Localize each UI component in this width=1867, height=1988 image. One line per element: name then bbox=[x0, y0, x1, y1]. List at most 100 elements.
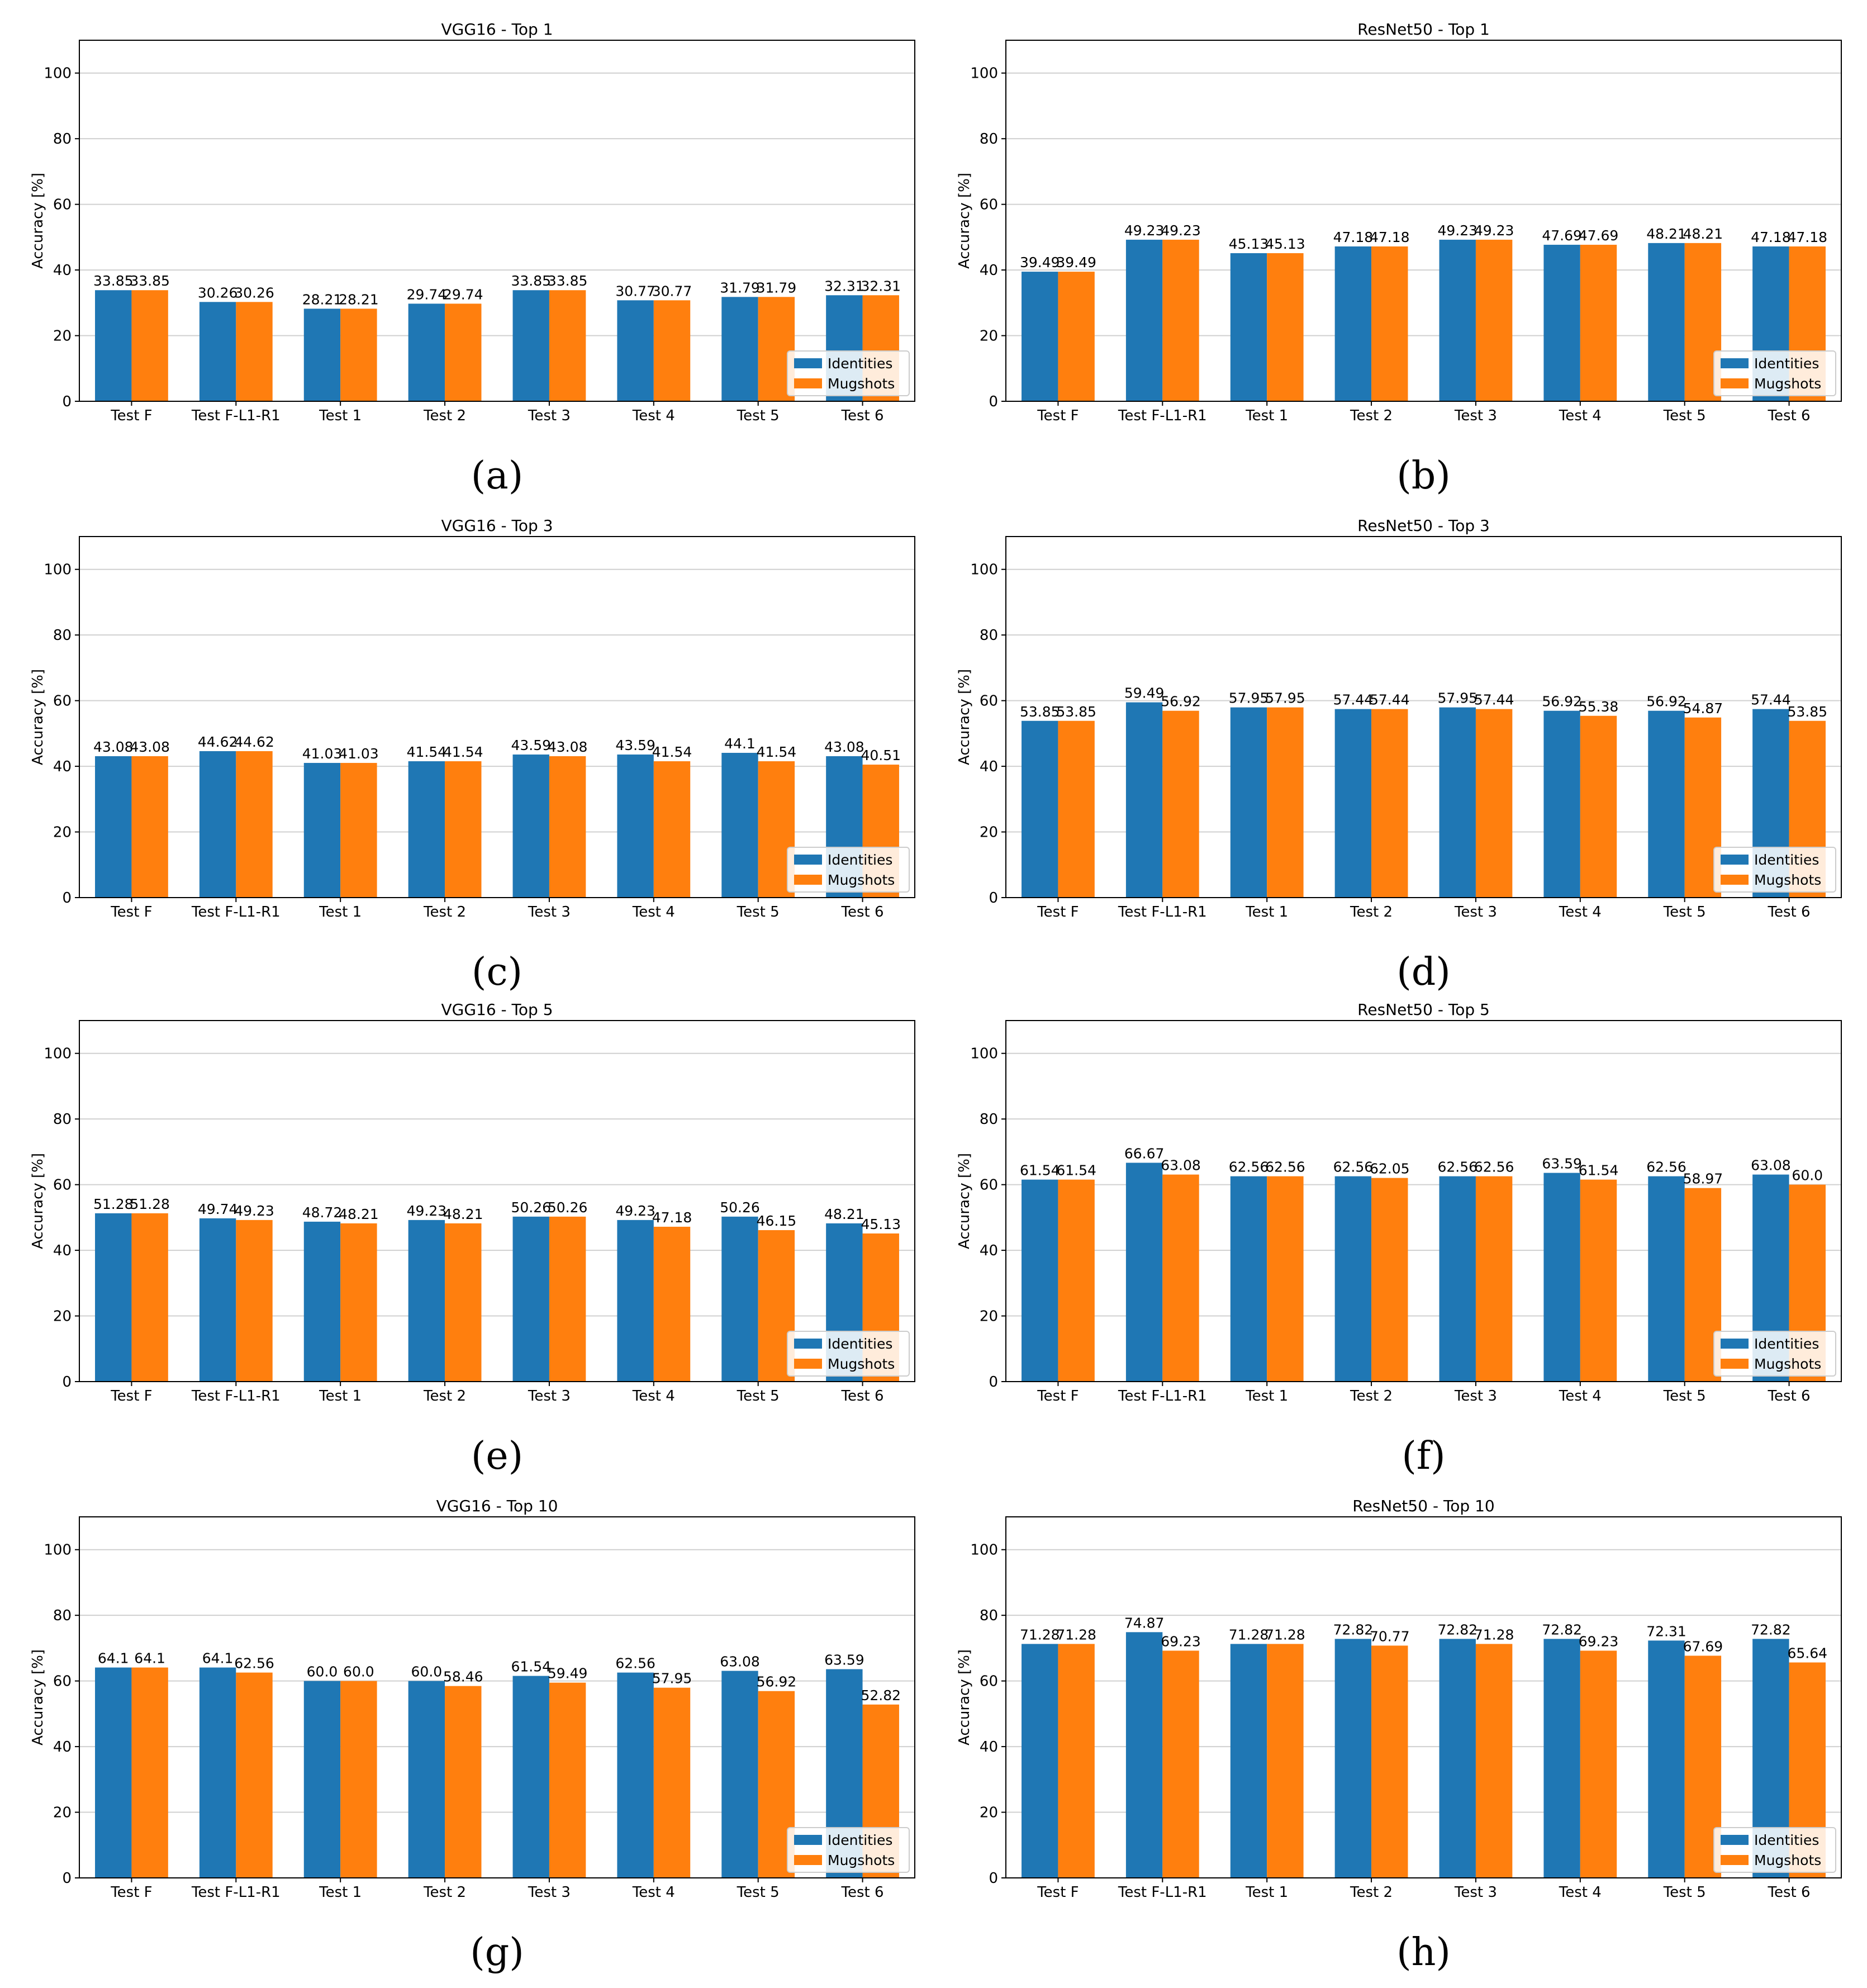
value-label: 66.67 bbox=[1124, 1145, 1165, 1161]
bar-mugshots bbox=[131, 756, 168, 898]
value-label: 49.23 bbox=[234, 1203, 274, 1219]
bar-identities bbox=[1543, 710, 1580, 898]
plot-frame bbox=[1005, 1516, 1842, 1878]
legend: Identities Mugshots bbox=[787, 1331, 910, 1377]
y-tick-label: 20 bbox=[53, 1308, 72, 1325]
y-tick-label: 20 bbox=[980, 1805, 998, 1821]
value-label: 59.49 bbox=[548, 1666, 588, 1682]
y-tick-label: 0 bbox=[62, 1870, 72, 1887]
bar-mugshots bbox=[236, 1672, 273, 1878]
bar-identities bbox=[721, 297, 758, 401]
bar-mugshots bbox=[445, 1223, 482, 1382]
value-label: 49.23 bbox=[615, 1203, 655, 1219]
x-tick-label: Test 5 bbox=[1663, 1388, 1706, 1405]
value-label: 74.87 bbox=[1124, 1615, 1165, 1631]
bar-mugshots bbox=[653, 1226, 691, 1382]
bar-identities bbox=[1334, 1639, 1372, 1878]
value-label: 43.08 bbox=[824, 739, 864, 755]
legend-swatch-mugshots bbox=[1721, 1359, 1749, 1369]
x-tick-label: Test 5 bbox=[737, 1388, 780, 1405]
y-tick-label: 100 bbox=[44, 65, 72, 82]
bar-identities bbox=[199, 1667, 236, 1878]
x-tick-label: Test 3 bbox=[528, 1884, 571, 1901]
y-tick-label: 40 bbox=[980, 1242, 998, 1259]
chart-panel-a: 33.85 30.26 28.21 29.74 33.85 30.77 31.79 32.31… bbox=[30, 20, 915, 498]
value-label: 54.87 bbox=[1683, 700, 1723, 717]
value-label: 50.26 bbox=[511, 1199, 551, 1216]
bar-identities bbox=[303, 1681, 341, 1878]
bar-identities bbox=[721, 753, 758, 898]
value-label: 47.18 bbox=[1333, 229, 1374, 245]
panel-caption: (d) bbox=[1396, 950, 1451, 994]
bar-identities bbox=[617, 1672, 654, 1878]
x-tick-label: Test F-L1-R1 bbox=[191, 1388, 281, 1405]
y-tick-label: 40 bbox=[980, 262, 998, 279]
value-label: 43.59 bbox=[511, 737, 551, 753]
value-label: 29.74 bbox=[407, 286, 447, 302]
value-label: 49.23 bbox=[1124, 222, 1165, 239]
legend: Identities Mugshots bbox=[1713, 1331, 1836, 1377]
x-tick-label: Test 5 bbox=[737, 1884, 780, 1901]
value-label: 62.56 bbox=[1474, 1159, 1514, 1175]
value-label: 48.21 bbox=[339, 1206, 379, 1222]
panel-caption: (a) bbox=[471, 454, 524, 498]
bar-identities bbox=[1439, 1176, 1476, 1382]
bar-identities bbox=[1022, 720, 1058, 898]
x-tick-label: Test 6 bbox=[841, 1388, 884, 1405]
legend-swatch-identities bbox=[1721, 855, 1749, 865]
value-label: 43.08 bbox=[130, 739, 170, 755]
bar-identities bbox=[1022, 1179, 1058, 1382]
bar-mugshots bbox=[236, 1220, 273, 1382]
bar-mugshots bbox=[1058, 1644, 1095, 1878]
legend-label-mugshots: Mugshots bbox=[828, 1356, 895, 1372]
plot-frame bbox=[79, 1516, 915, 1878]
x-tick-label: Test 6 bbox=[1768, 1884, 1811, 1901]
value-label: 41.03 bbox=[339, 746, 379, 762]
bar-identities bbox=[199, 302, 236, 401]
x-tick-label: Test 4 bbox=[632, 1388, 675, 1405]
legend: Identities Mugshots bbox=[1713, 847, 1836, 893]
value-label: 72.31 bbox=[1646, 1623, 1687, 1639]
bar-identities bbox=[1022, 1644, 1058, 1878]
legend-label-identities: Identities bbox=[1754, 355, 1819, 372]
bar-mugshots bbox=[445, 1686, 482, 1878]
value-label: 41.54 bbox=[443, 744, 483, 760]
legend-label-mugshots: Mugshots bbox=[1754, 1356, 1821, 1372]
value-label: 50.26 bbox=[720, 1199, 760, 1216]
y-tick-label: 40 bbox=[53, 1739, 72, 1755]
panel-caption: (c) bbox=[472, 950, 522, 994]
bar-identities bbox=[95, 1213, 132, 1382]
x-tick-label: Test F bbox=[110, 904, 152, 921]
x-tick-label: Test F-L1-R1 bbox=[191, 1884, 281, 1901]
value-label: 57.95 bbox=[652, 1671, 692, 1687]
value-label: 48.21 bbox=[824, 1206, 864, 1222]
value-label: 41.54 bbox=[652, 744, 692, 760]
y-tick-label: 80 bbox=[53, 627, 72, 644]
x-tick-label: Test F bbox=[1037, 904, 1079, 921]
bar-mugshots bbox=[445, 303, 482, 401]
y-axis-label: Accuracy [%] bbox=[30, 173, 46, 269]
chart-title: VGG16 - Top 3 bbox=[441, 516, 553, 535]
legend-label-mugshots: Mugshots bbox=[828, 1852, 895, 1868]
plot-frame bbox=[1005, 1020, 1842, 1382]
value-label: 53.85 bbox=[1056, 704, 1096, 720]
value-label: 61.54 bbox=[1056, 1163, 1096, 1179]
y-axis-label: Accuracy [%] bbox=[30, 1153, 46, 1249]
x-tick-label: Test F bbox=[110, 407, 152, 424]
bar-mugshots bbox=[340, 1681, 377, 1878]
x-tick-label: Test F-L1-R1 bbox=[191, 904, 281, 921]
x-tick-label: Test 2 bbox=[1350, 1388, 1393, 1405]
x-tick-label: Test 4 bbox=[1559, 1884, 1602, 1901]
x-tick-label: Test 2 bbox=[1350, 1884, 1393, 1901]
value-label: 56.92 bbox=[1542, 694, 1582, 710]
x-tick-label: Test 4 bbox=[1559, 1388, 1602, 1405]
legend-swatch-identities bbox=[794, 1835, 822, 1845]
x-tick-label: Test F bbox=[1037, 1884, 1079, 1901]
bar-identities bbox=[1439, 239, 1476, 401]
chart-title: VGG16 - Top 10 bbox=[436, 1497, 558, 1515]
bar-identities bbox=[1125, 239, 1163, 401]
plot-frame bbox=[79, 536, 915, 898]
bar-mugshots bbox=[131, 290, 168, 401]
bar-mugshots bbox=[445, 761, 482, 898]
bar-identities bbox=[1334, 1176, 1372, 1382]
